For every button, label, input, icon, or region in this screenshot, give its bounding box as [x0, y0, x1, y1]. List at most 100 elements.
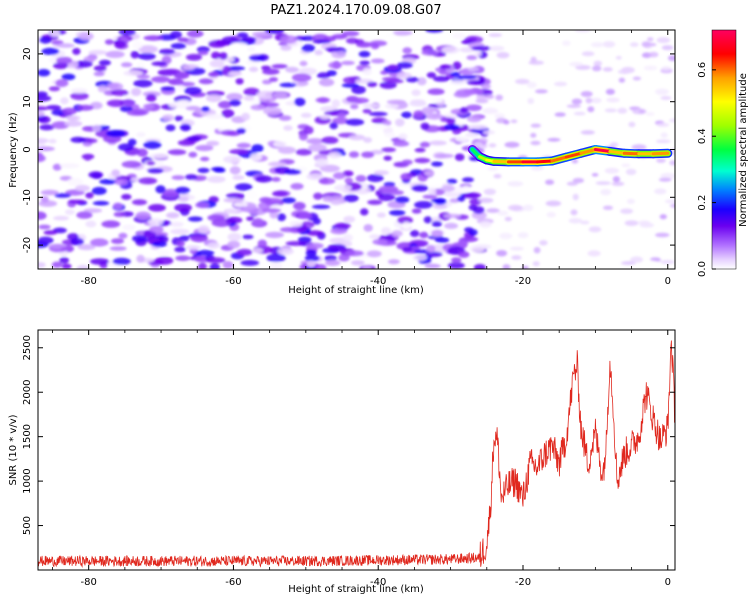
heatmap-cell	[200, 156, 210, 162]
heatmap-cell	[638, 220, 651, 225]
heatmap-cell	[195, 144, 214, 152]
heatmap-cell	[209, 263, 220, 269]
heatmap-cell	[300, 112, 312, 118]
heatmap-cell	[38, 153, 45, 162]
heatmap-cell	[301, 44, 316, 53]
heatmap-cell	[277, 146, 296, 154]
heatmap-cell	[385, 103, 399, 109]
heatmap-cell	[227, 240, 241, 249]
heatmap-cell	[121, 193, 132, 200]
heatmap-cell	[522, 204, 534, 212]
heatmap-cell	[298, 67, 317, 76]
heatmap-cell	[61, 73, 76, 81]
heatmap-cell	[83, 208, 103, 214]
colorbar-gradient	[712, 30, 736, 269]
heatmap-cell	[306, 242, 324, 249]
heatmap-cell	[123, 98, 135, 107]
heatmap-cell	[64, 120, 83, 127]
heatmap-cell	[395, 118, 405, 127]
heatmap-cell	[85, 192, 94, 199]
heatmap-cell	[211, 51, 221, 60]
heatmap-cell	[450, 79, 467, 85]
heatmap-cell	[433, 198, 447, 205]
heatmap-cell	[97, 85, 108, 93]
heatmap-cell	[424, 170, 435, 177]
heatmap-cell	[279, 227, 298, 233]
heatmap-cell	[324, 259, 341, 266]
heatmap-cell	[226, 93, 243, 101]
heatmap-cell	[475, 98, 489, 104]
colorbar-tick-label: 0.2	[697, 195, 708, 211]
heatmap-cell	[165, 124, 176, 132]
heatmap-cell	[155, 256, 174, 265]
heatmap-cell	[569, 61, 584, 67]
heatmap-cell	[111, 169, 120, 177]
heatmap-cell	[138, 177, 158, 185]
heatmap-cell	[421, 49, 438, 56]
heatmap-cell	[419, 141, 431, 148]
heatmap-cell	[257, 239, 267, 248]
heatmap-cell	[526, 81, 537, 89]
heatmap-cell	[185, 53, 203, 61]
heatmap-cell	[591, 97, 602, 104]
heatmap-cell	[359, 60, 371, 66]
heatmap-cell	[587, 106, 595, 113]
heatmap-cell	[405, 36, 415, 43]
colorbar-tick-label: 0.6	[697, 62, 708, 78]
heatmap-cell	[149, 225, 164, 233]
heatmap-cell	[90, 258, 110, 265]
heatmap-cell	[612, 176, 621, 183]
heatmap-cell	[246, 216, 255, 221]
heatmap-cell	[587, 250, 601, 257]
heatmap-cell	[151, 241, 167, 248]
x-tick-label: -20	[515, 276, 531, 287]
heatmap-cell	[605, 88, 616, 95]
heatmap-cell	[383, 155, 392, 161]
heatmap-cell	[473, 141, 483, 148]
heatmap-cell	[328, 151, 342, 159]
heatmap-cell	[143, 35, 164, 41]
x-tick-label: -40	[370, 276, 386, 287]
heatmap-cell	[539, 240, 548, 246]
heatmap-cell	[113, 202, 123, 210]
heatmap-cell	[306, 260, 316, 268]
heatmap-cell	[38, 236, 54, 245]
heatmap-cell	[38, 106, 49, 111]
heatmap-cell	[78, 32, 94, 41]
heatmap-cell	[77, 104, 94, 111]
heatmap-cell	[73, 60, 93, 68]
heatmap-cell	[297, 81, 309, 86]
heatmap-cell	[277, 213, 286, 222]
heatmap-cell	[396, 72, 412, 80]
heatmap-panel: -80 -60 -40 -20 0 -20 -10 0 10 20 Height of stra…	[8, 29, 676, 296]
heatmap-cell	[426, 113, 444, 120]
heatmap-cell	[294, 97, 306, 107]
heatmap-cell	[298, 132, 308, 141]
heatmap-cell	[236, 142, 251, 149]
heatmap-cell	[446, 118, 456, 125]
heatmap-cell	[641, 41, 651, 48]
heatmap-cell	[235, 78, 244, 85]
heatmap-cell	[85, 220, 97, 228]
heatmap-cell	[462, 177, 474, 183]
heatmap-cell	[363, 224, 373, 232]
heatmap-cell	[64, 209, 75, 215]
heatmap-cell	[88, 171, 104, 179]
heatmap-cell	[402, 47, 412, 54]
heatmap-cell	[132, 235, 147, 243]
heatmap-cell	[342, 234, 353, 242]
heatmap-cell	[170, 228, 190, 235]
heatmap-cell	[417, 77, 427, 86]
heatmap-cell	[242, 234, 254, 240]
heatmap-cell	[269, 210, 279, 219]
heatmap-cell	[186, 30, 204, 38]
heatmap-cell	[104, 39, 115, 45]
heatmap-cell	[38, 262, 46, 268]
heatmap-cell	[669, 160, 675, 166]
heatmap-cell	[206, 140, 220, 146]
heatmap-cell	[246, 190, 258, 200]
heatmap-cell	[661, 45, 674, 51]
heatmap-cell	[178, 196, 189, 202]
heatmap-cell	[281, 197, 296, 204]
heatmap-cell	[145, 94, 157, 102]
